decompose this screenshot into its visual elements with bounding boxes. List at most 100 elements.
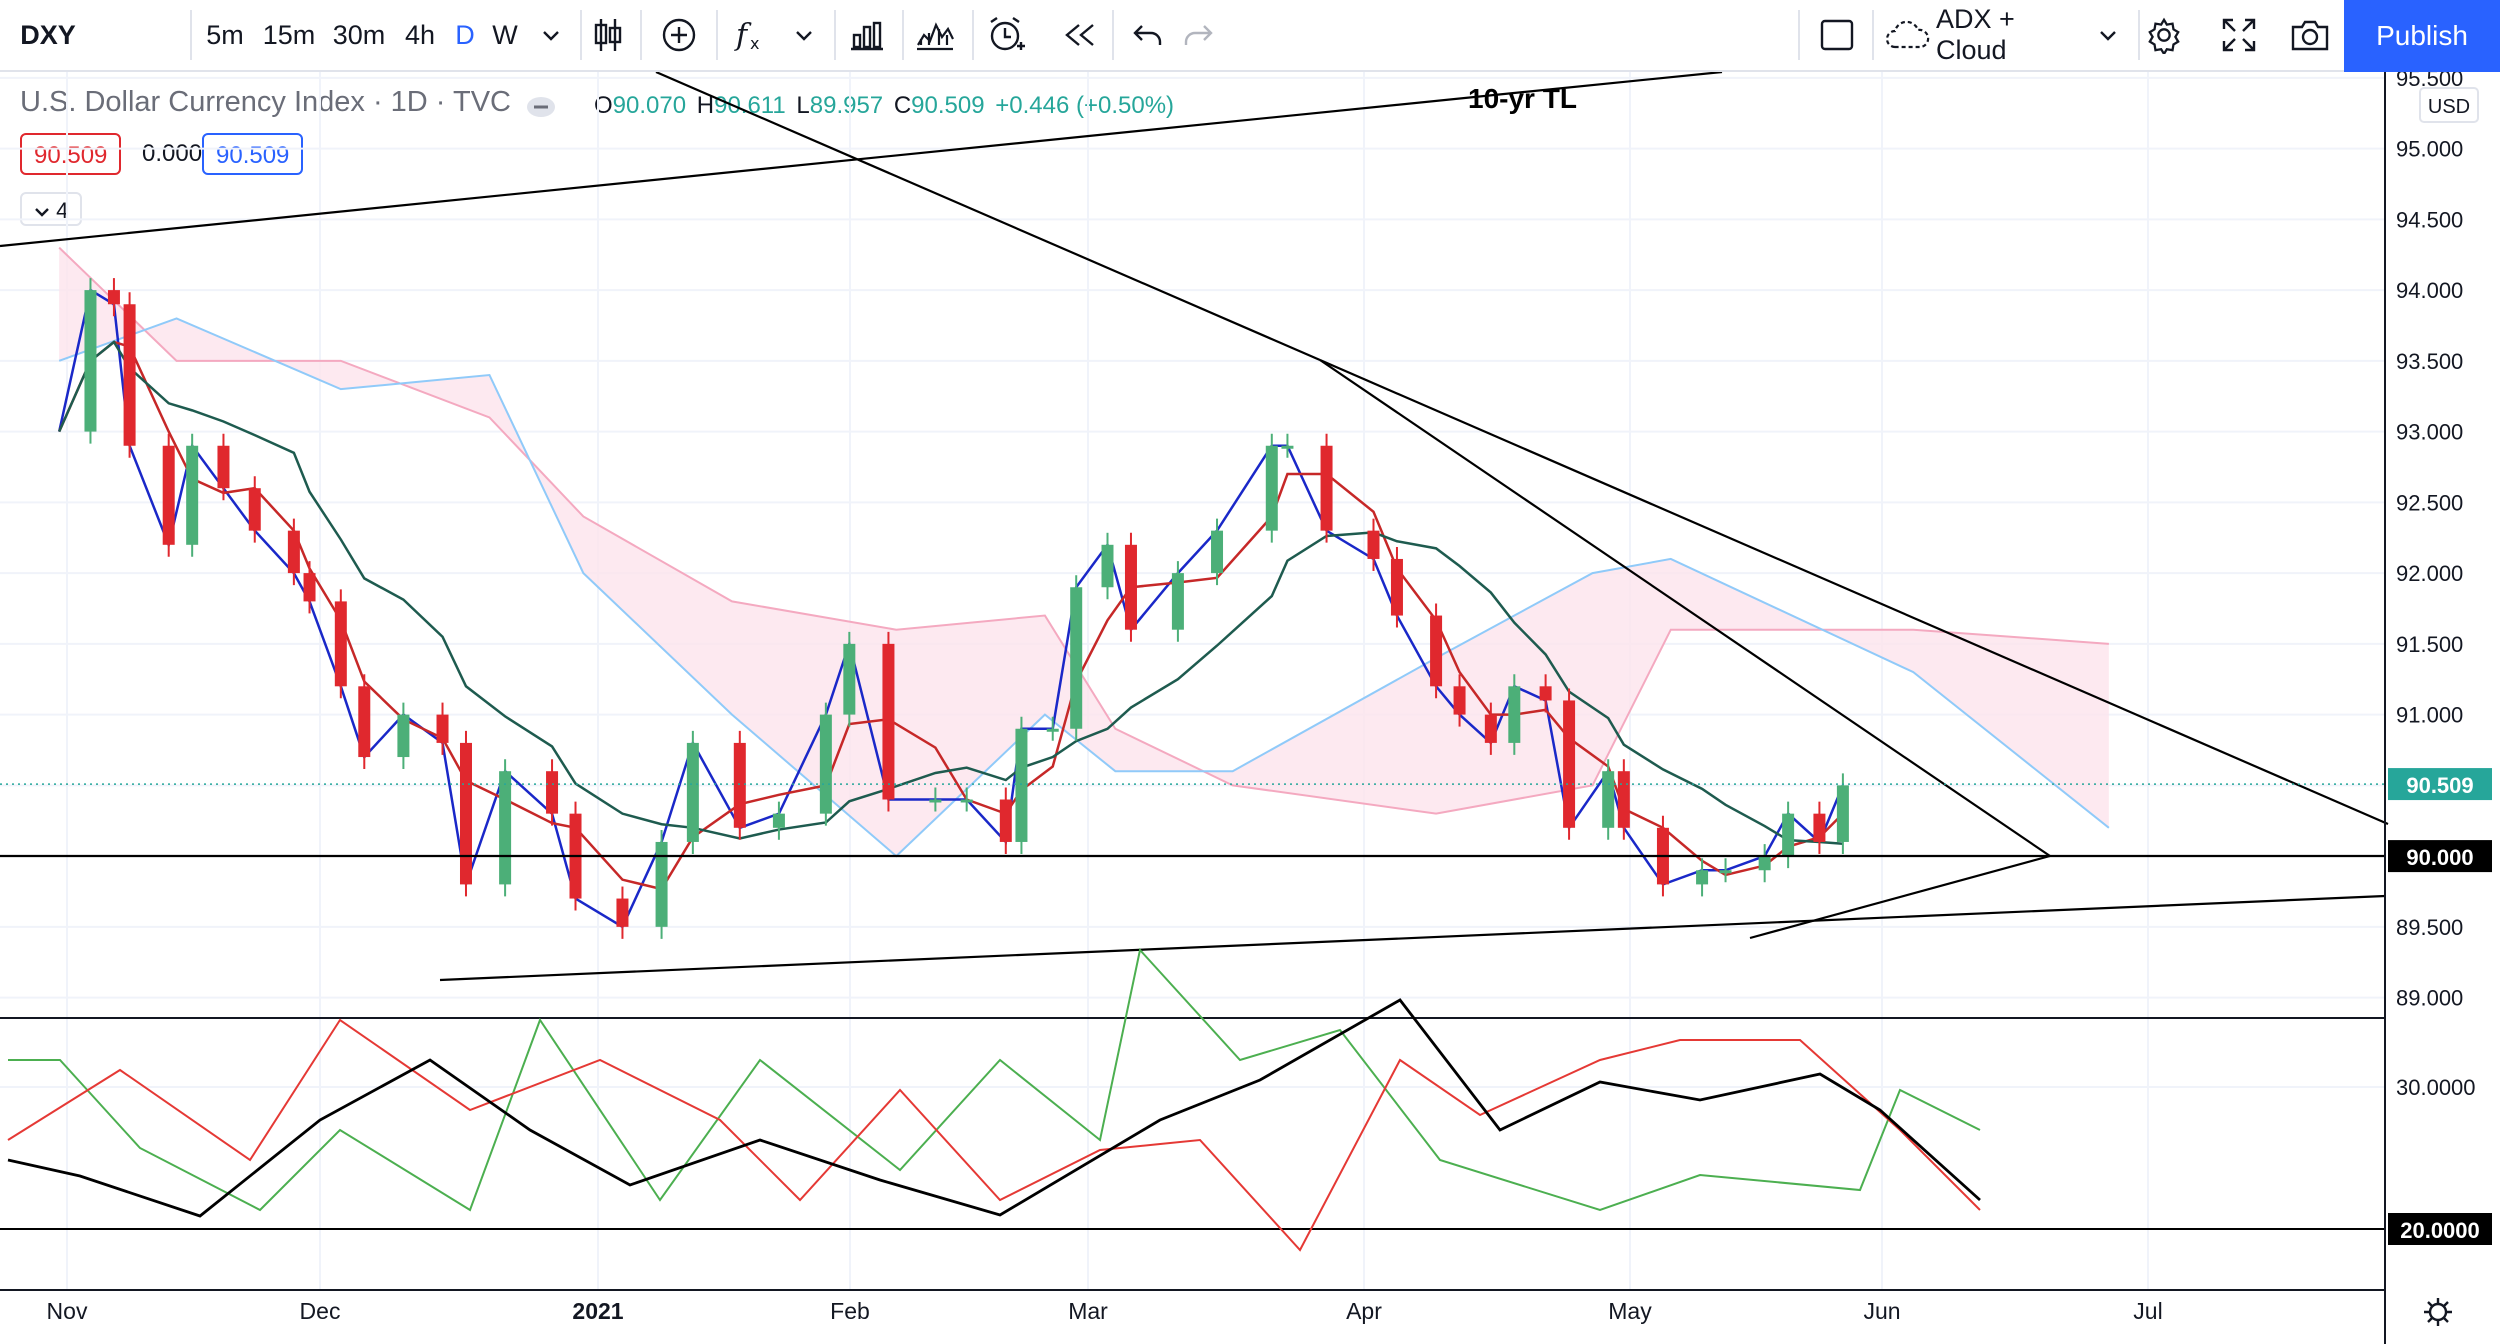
candle-body bbox=[686, 742, 699, 842]
candle-body bbox=[1758, 856, 1771, 871]
currency-label: USD bbox=[2428, 96, 2470, 118]
indicators-collapse-button[interactable]: 4 bbox=[20, 192, 83, 226]
adx-pane bbox=[0, 947, 2385, 1252]
time-axis-label: Nov bbox=[47, 1298, 88, 1324]
candle-body bbox=[397, 714, 410, 758]
candle-body bbox=[1617, 771, 1630, 828]
price-axis-label: 92.000 bbox=[2396, 561, 2463, 586]
undo-icon[interactable] bbox=[1126, 0, 1170, 70]
interval-d-button[interactable]: D bbox=[455, 19, 475, 50]
candle-body bbox=[186, 445, 199, 545]
toolbar-divider bbox=[1798, 10, 1800, 60]
price-axis-label: 94.500 bbox=[2396, 207, 2463, 232]
toolbar-divider bbox=[190, 10, 192, 60]
legend-menu-icon[interactable] bbox=[526, 94, 556, 125]
settings-icon[interactable] bbox=[2146, 0, 2182, 70]
candle-body bbox=[107, 290, 120, 305]
candle-body bbox=[1015, 728, 1028, 842]
chart-area[interactable]: 10-yr TL 95.500 95.000 94.500 94.000 93.500 93… bbox=[0, 72, 2500, 1344]
interval-5m-button[interactable]: 5m bbox=[206, 19, 244, 50]
candle-body bbox=[733, 742, 746, 828]
candle-body bbox=[459, 742, 472, 885]
price-axis-label: 95.500 bbox=[2396, 72, 2463, 91]
settings-icon[interactable] bbox=[2424, 1298, 2452, 1326]
financials-icon[interactable] bbox=[842, 0, 892, 70]
ema-slow-line bbox=[58, 340, 1843, 845]
chart-title: U.S. Dollar Currency Index · 1D · TVC bbox=[20, 86, 511, 118]
candle-body bbox=[1602, 771, 1615, 828]
candle-body bbox=[436, 714, 449, 743]
candle-body bbox=[1539, 686, 1552, 701]
symbol-search[interactable]: DXY bbox=[20, 19, 76, 50]
price-axis-label: 95.000 bbox=[2396, 137, 2463, 162]
interval-15m-button[interactable]: 15m bbox=[262, 19, 316, 50]
candle-body bbox=[1508, 686, 1521, 743]
candle-body bbox=[1070, 587, 1083, 729]
candle-body bbox=[1719, 870, 1732, 874]
price-pill-left: 90.509 bbox=[20, 133, 122, 175]
price-axis-label: 89.000 bbox=[2396, 986, 2463, 1011]
price-axis-label: 91.000 bbox=[2396, 703, 2463, 728]
price-axis-label: 93.500 bbox=[2396, 349, 2463, 374]
candle-body bbox=[819, 714, 832, 814]
add-compare-icon[interactable] bbox=[654, 0, 704, 70]
candle-body bbox=[616, 898, 629, 927]
candle-body bbox=[1265, 445, 1278, 531]
layout-icon[interactable] bbox=[1812, 0, 1862, 70]
snapshot-icon[interactable] bbox=[2288, 0, 2332, 70]
interval-30m-button[interactable]: 30m bbox=[332, 19, 386, 50]
toolbar-divider bbox=[972, 10, 974, 60]
candle-body bbox=[287, 530, 300, 574]
replay-icon[interactable] bbox=[1058, 0, 1102, 70]
svg-text:x: x bbox=[750, 34, 759, 53]
adx-line bbox=[7, 998, 1981, 1218]
candle-body bbox=[1320, 445, 1333, 531]
candle-body bbox=[303, 573, 316, 602]
candle-body bbox=[772, 813, 785, 828]
price-pill-right: 90.509 bbox=[202, 133, 304, 175]
chevron-down-icon[interactable] bbox=[2088, 0, 2128, 70]
level-price-badge bbox=[2388, 840, 2492, 873]
candles bbox=[84, 278, 1849, 939]
adx-di-plus-line bbox=[8, 947, 1981, 1212]
candle-body bbox=[1782, 813, 1795, 857]
candle-body bbox=[499, 771, 512, 885]
candle-body bbox=[999, 799, 1012, 842]
ichimoku-cloud bbox=[58, 246, 2110, 858]
alert-icon[interactable] bbox=[982, 0, 1032, 70]
high-value: 90.611 bbox=[714, 92, 786, 119]
candle-body bbox=[358, 686, 371, 758]
time-axis[interactable]: Nov Dec 2021 Feb Mar Apr May Jun Jul bbox=[47, 1298, 2163, 1324]
toolbar-divider bbox=[2138, 10, 2140, 60]
time-axis-label: Jul bbox=[2133, 1298, 2162, 1324]
candle-body bbox=[1484, 714, 1497, 743]
interval-4h-button[interactable]: 4h bbox=[404, 19, 436, 50]
toolbar-divider bbox=[640, 10, 642, 60]
fullscreen-icon[interactable] bbox=[2216, 0, 2262, 70]
candle-body bbox=[655, 841, 668, 927]
redo-icon[interactable] bbox=[1176, 0, 1220, 70]
candles-icon[interactable] bbox=[588, 0, 628, 70]
chevron-down-icon[interactable] bbox=[530, 0, 572, 70]
price-axis-label: 90.509 bbox=[2406, 773, 2473, 798]
candle-body bbox=[1367, 530, 1380, 559]
candle-body bbox=[334, 601, 347, 687]
candle-body bbox=[960, 799, 973, 803]
time-axis-label: Jun bbox=[1863, 1298, 1900, 1324]
candle-body bbox=[1046, 728, 1059, 732]
candle-body bbox=[1453, 686, 1466, 715]
adx-axis-label: 30.0000 bbox=[2396, 1075, 2476, 1100]
interval-w-button[interactable]: W bbox=[492, 19, 518, 50]
layout-name-button[interactable]: ADX + Cloud bbox=[1936, 4, 2015, 65]
price-axis-label: 93.000 bbox=[2396, 420, 2463, 445]
trendline-label: 10-yr TL bbox=[1468, 83, 1577, 114]
price-axis[interactable]: 95.500 95.000 94.500 94.000 93.500 93.000 92.5… bbox=[2388, 72, 2492, 1344]
price-axis-label: 94.000 bbox=[2396, 278, 2463, 303]
templates-icon[interactable] bbox=[910, 0, 960, 70]
toolbar-divider bbox=[1872, 10, 1874, 60]
publish-button[interactable]: Publish bbox=[2344, 0, 2500, 72]
candle-body bbox=[843, 643, 856, 715]
chevron-down-icon[interactable] bbox=[784, 0, 824, 70]
